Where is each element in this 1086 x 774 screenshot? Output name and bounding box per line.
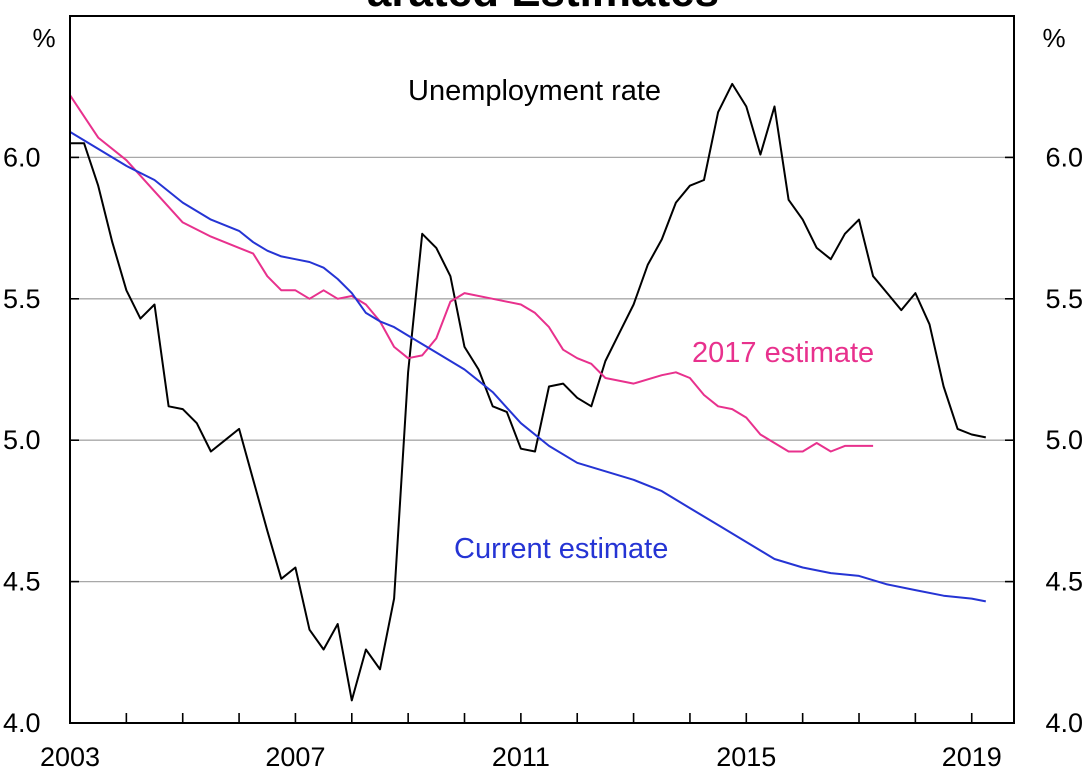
x-tick-label-4: 2019 [942,742,1002,772]
series-line-2017-estimate [69,94,874,453]
series-label-unemployment-rate: Unemployment rate [408,75,661,107]
plot-frame [69,15,1015,724]
x-axis: 2003 2007 2011 2015 2019 [40,713,1002,772]
grid [70,156,1014,583]
y-tick-label-left-0: 4.0 [3,708,41,738]
y-tick-label-right-2: 5.0 [1045,425,1083,455]
y-tick-label-left-2: 5.0 [3,425,41,455]
y-axis-left: 4.0 4.5 5.0 5.5 6.0 [3,142,79,738]
x-tick-label-3: 2015 [716,742,776,772]
y-tick-label-right-0: 4.0 [1045,708,1083,738]
y-tick-label-right-1: 4.5 [1045,567,1083,597]
x-tick-label-2: 2011 [492,742,550,772]
series-label-current-estimate: Current estimate [454,533,668,565]
series-line-unemployment-rate [70,82,987,702]
chart-title: arated Estimates [367,0,719,16]
x-tick-label-0: 2003 [40,742,100,772]
y-unit-right: % [1042,23,1065,53]
series-label-2017-estimate: 2017 estimate [692,337,874,369]
y-tick-label-left-1: 4.5 [3,567,41,597]
y-unit-left: % [32,23,55,53]
y-tick-label-right-4: 6.0 [1045,142,1083,172]
y-tick-label-left-4: 6.0 [3,142,41,172]
y-tick-label-left-3: 5.5 [3,284,41,314]
series-line-current-estimate [69,131,986,603]
y-axis-right: 4.0 4.5 5.0 5.5 6.0 [1005,142,1083,738]
series-lines [69,82,987,702]
y-tick-label-right-3: 5.5 [1045,284,1083,314]
x-tick-label-1: 2007 [265,742,325,772]
